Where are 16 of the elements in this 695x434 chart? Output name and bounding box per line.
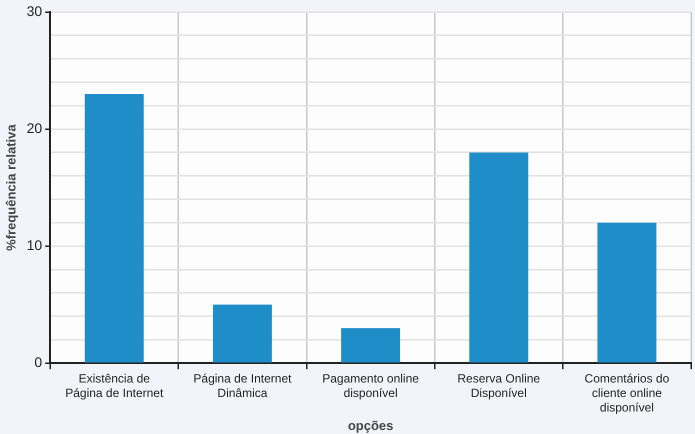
y-tick-label: 20: [26, 120, 42, 136]
x-tick-label: Reserva Online Disponível: [457, 372, 540, 400]
x-axis-title: opções: [348, 418, 394, 433]
bar: [341, 328, 400, 362]
x-tick-label: Página de Internet Dinâmica: [193, 372, 292, 400]
x-tick-label: Pagamento online disponível: [322, 372, 420, 400]
bar: [212, 304, 272, 362]
y-axis-title: %frequência relativa: [3, 124, 18, 251]
bar: [469, 152, 528, 362]
bar: [597, 222, 656, 362]
x-tick-label: Existência de Página de Internet: [65, 372, 164, 400]
y-tick-label: 30: [26, 2, 42, 19]
bar: [84, 94, 144, 362]
y-tick-label: 0: [34, 354, 42, 370]
x-tick-label: Comentários do cliente online disponível: [584, 372, 670, 415]
y-tick-label: 10: [26, 236, 42, 253]
